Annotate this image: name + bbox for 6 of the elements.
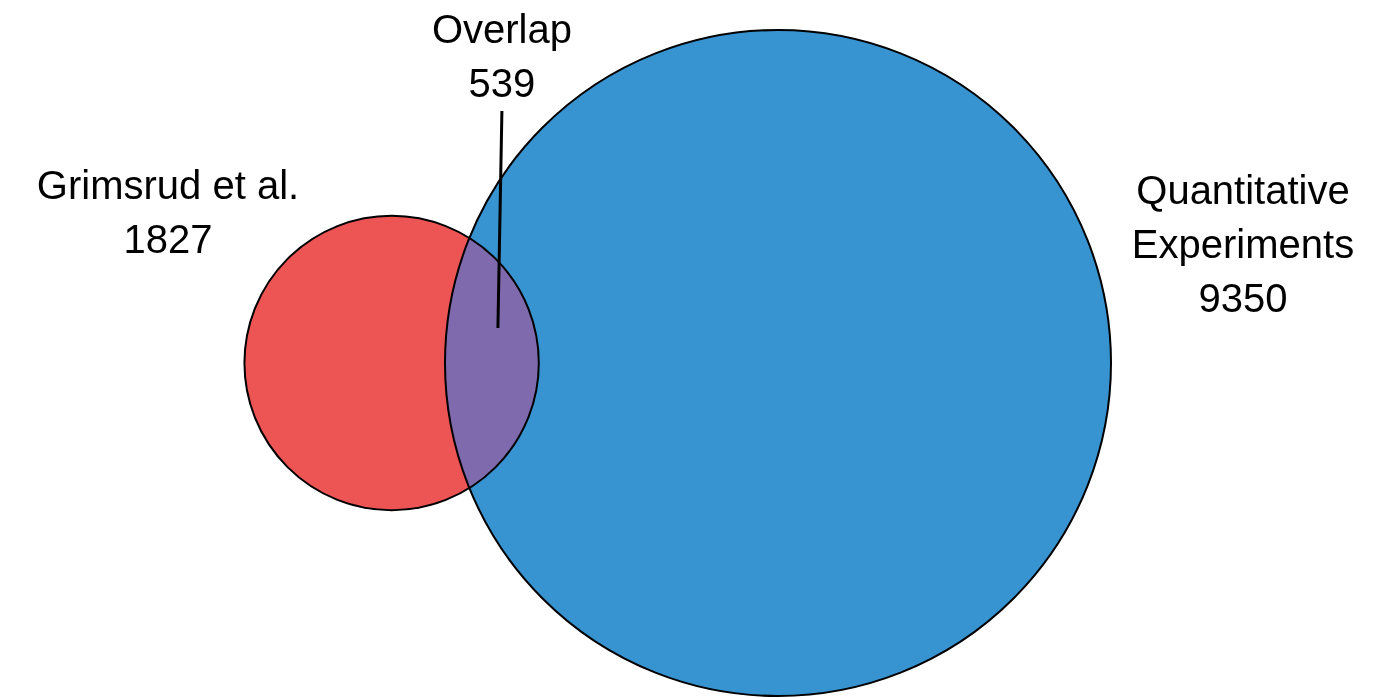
data-label: 539 — [468, 61, 536, 106]
data-label: 9350 — [1198, 276, 1288, 321]
data-label: 1827 — [123, 217, 213, 262]
category-label: Grimsrud et al. — [36, 163, 300, 208]
category-label: Quantitative Experiments — [1131, 168, 1355, 267]
category-label: Overlap — [431, 7, 572, 52]
